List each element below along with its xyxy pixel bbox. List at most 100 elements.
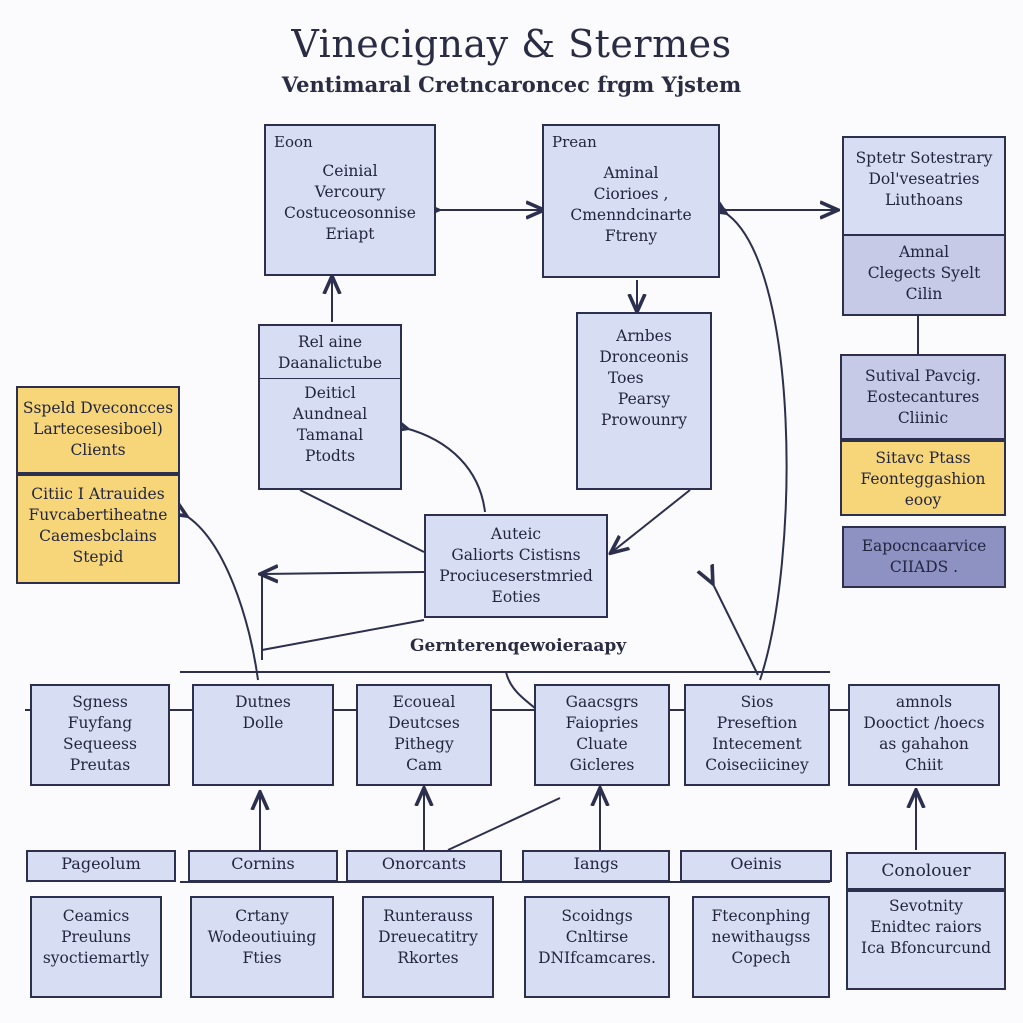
row2-line: DNIfcamcares.	[538, 949, 656, 967]
right-column-box-2[interactable]: Sutival Pavcig. Eostecantures Cliinic	[840, 354, 1006, 440]
row2-line: Dreuecatitry	[378, 928, 478, 946]
right-col-3-line: Sitavc Ptass	[875, 449, 971, 467]
row1-line: Dolle	[242, 714, 284, 732]
top-left-box[interactable]: Eoon Ceinial Vercoury Costuceosonnise Er…	[264, 124, 436, 276]
left-yellow-top[interactable]: Sspeld Dveconcces Lartecesesiboel) Clien…	[16, 386, 180, 474]
row1-line: Preseftion	[716, 714, 798, 732]
arrow-center-left	[262, 572, 425, 574]
row2-line: Crtany	[235, 907, 289, 925]
row2-label-6[interactable]: Conolouer	[846, 852, 1006, 890]
row2-label-5[interactable]: Oeinis	[680, 850, 832, 882]
mid-left-divider	[260, 378, 400, 379]
row1-line: Pithegy	[394, 735, 454, 753]
right-col-2-line: Sutival Pavcig.	[865, 367, 981, 385]
mid-left-box[interactable]: Rel aine Daanalictube Deiticl Aundneal T…	[258, 324, 402, 490]
diagram-title: Vinecignay & Stermes	[291, 22, 732, 66]
row2-box-3[interactable]: Runterauss Dreuecatitry Rkortes	[362, 896, 494, 998]
row1-line: Cam	[406, 756, 442, 774]
row2-line: Fties	[242, 949, 282, 967]
arrow-center-to-row1-right	[712, 582, 759, 676]
line-mid-left-to-center	[299, 489, 425, 553]
top-center-line: Cmenndcinarte	[570, 206, 692, 224]
row1-line: Coiseciiciney	[705, 756, 809, 774]
center-line: Eoties	[491, 588, 541, 606]
row2-line: Runterauss	[383, 907, 473, 925]
row1-box-3[interactable]: Ecoueal Deutcses Pithegy Cam	[356, 684, 492, 786]
left-yellow-bottom[interactable]: Citiic I Atrauides Fuvcabertiheatne Caem…	[16, 474, 180, 584]
row1-box-4[interactable]: Gaacsgrs Faiopries Cluate Gicleres	[534, 684, 670, 786]
row2-box-4[interactable]: Scoidngs Cnltirse DNIfcamcares.	[524, 896, 670, 998]
row2-line: Ica Bfoncurcund	[860, 939, 992, 957]
row1-line: Dooctict /hoecs	[863, 714, 985, 732]
row2-line: Wodeoutiuing	[207, 928, 317, 946]
top-left-caption: Eoon	[274, 133, 313, 151]
mid-left-sub: Daanalictube	[277, 354, 383, 372]
row1-line: Gaacsgrs	[565, 693, 639, 711]
right-col-1-line: Clegects Syelt	[867, 264, 981, 282]
row1-line: Sequeess	[63, 735, 137, 753]
row2-box-1[interactable]: Ceamics Preuluns syoctiemartly	[30, 896, 162, 998]
mid-right-line: Arnbes	[616, 327, 672, 345]
right-column-box-3[interactable]: Sitavc Ptass Feonteggashion eooy	[840, 440, 1006, 516]
right-col-1-line: Cilin	[905, 285, 943, 303]
mid-left-line: Ptodts	[304, 447, 356, 465]
left-yellow-bottom-line: Fuvcabertiheatne	[28, 506, 168, 524]
row2-line: Preuluns	[61, 928, 131, 946]
line-row2-to-row1-diag	[447, 797, 561, 851]
row2-box-2[interactable]: Crtany Wodeoutiuing Fties	[190, 896, 334, 998]
top-right-box[interactable]: Sptetr Sotestrary Dol'veseatries Liuthoa…	[842, 136, 1006, 236]
top-left-line: Costuceosonnise	[284, 204, 416, 222]
row2-line: Ceamics	[62, 907, 130, 925]
top-right-line: Sptetr Sotestrary	[855, 149, 993, 167]
row2-line: Enidtec raiors	[870, 918, 982, 936]
mid-right-line: Prowounry	[601, 411, 687, 429]
row1-box-2[interactable]: Dutnes Dolle	[192, 684, 334, 786]
mid-left-line: Aundneal	[292, 405, 368, 423]
top-center-box[interactable]: Prean Aminal Ciorioes , Cmenndcinarte Ft…	[542, 124, 720, 278]
center-line: Prociuceserstmried	[439, 567, 593, 585]
left-yellow-top-line: Lartecesesiboel)	[33, 420, 163, 438]
row1-line: Chiit	[905, 756, 943, 774]
row2-label-3[interactable]: Onorcants	[346, 850, 502, 882]
row2-label-1[interactable]: Pageolum	[26, 850, 176, 882]
row2-line: Cnltirse	[565, 928, 629, 946]
row2-line: Copech	[731, 949, 791, 967]
row1-line: Intecement	[712, 735, 802, 753]
row1-line: amnols	[895, 693, 953, 711]
left-yellow-top-line: Clients	[70, 441, 126, 459]
mid-right-line: Pearsy	[617, 390, 671, 408]
left-yellow-bottom-line: Citiic I Atrauides	[31, 485, 165, 503]
left-yellow-bottom-line: Stepid	[72, 548, 124, 566]
row1-line: Deutcses	[388, 714, 460, 732]
mid-left-line: Tamanal	[296, 426, 364, 444]
line-center-to-row1	[261, 619, 425, 651]
row1-box-1[interactable]: Sgness Fuyfang Sequeess Preutas	[30, 684, 170, 786]
center-box[interactable]: Auteic Galiorts Cistisns Prociuceserstmr…	[424, 514, 608, 618]
mid-right-box[interactable]: Arnbes Dronceonis Toes Pearsy Prowounry	[576, 312, 712, 490]
row1-line: as gahahon	[879, 735, 969, 753]
right-col-3-line: eooy	[904, 491, 942, 509]
right-column-box-4[interactable]: Eapocncaarvice CIIADS .	[842, 526, 1006, 588]
right-column-box-1[interactable]: Amnal Clegects Syelt Cilin	[842, 234, 1006, 316]
top-left-line: Eriapt	[325, 225, 375, 243]
mid-left-line: Deiticl	[304, 384, 356, 402]
top-left-line: Vercoury	[314, 183, 386, 201]
center-line: Galiorts Cistisns	[451, 546, 581, 564]
row1-line: Fuyfang	[67, 714, 133, 732]
row2-label-2[interactable]: Cornins	[188, 850, 338, 882]
row2-box-6[interactable]: Sevotnity Enidtec raiors Ica Bfoncurcund	[846, 890, 1006, 990]
diagram-subtitle: Ventimaral Cretncaroncec frgm Yjstem	[281, 72, 742, 97]
right-col-1-line: Amnal	[898, 243, 950, 261]
row2-line: Sevotnity	[888, 897, 964, 915]
row1-line: Gicleres	[569, 756, 635, 774]
row2-line: Scoidngs	[561, 907, 633, 925]
row2-label-4[interactable]: Iangs	[522, 850, 670, 882]
row1-box-6[interactable]: amnols Dooctict /hoecs as gahahon Chiit	[848, 684, 1000, 786]
mid-right-tag: Toes	[608, 369, 644, 387]
row1-box-5[interactable]: Sios Preseftion Intecement Coiseciiciney	[684, 684, 830, 786]
row1-line: Sgness	[72, 693, 128, 711]
curve-mid-left-to-center	[405, 428, 486, 513]
left-yellow-top-line: Sspeld Dveconcces	[22, 399, 174, 417]
row2-box-5[interactable]: Fteconphing newithaugss Copech	[692, 896, 830, 998]
